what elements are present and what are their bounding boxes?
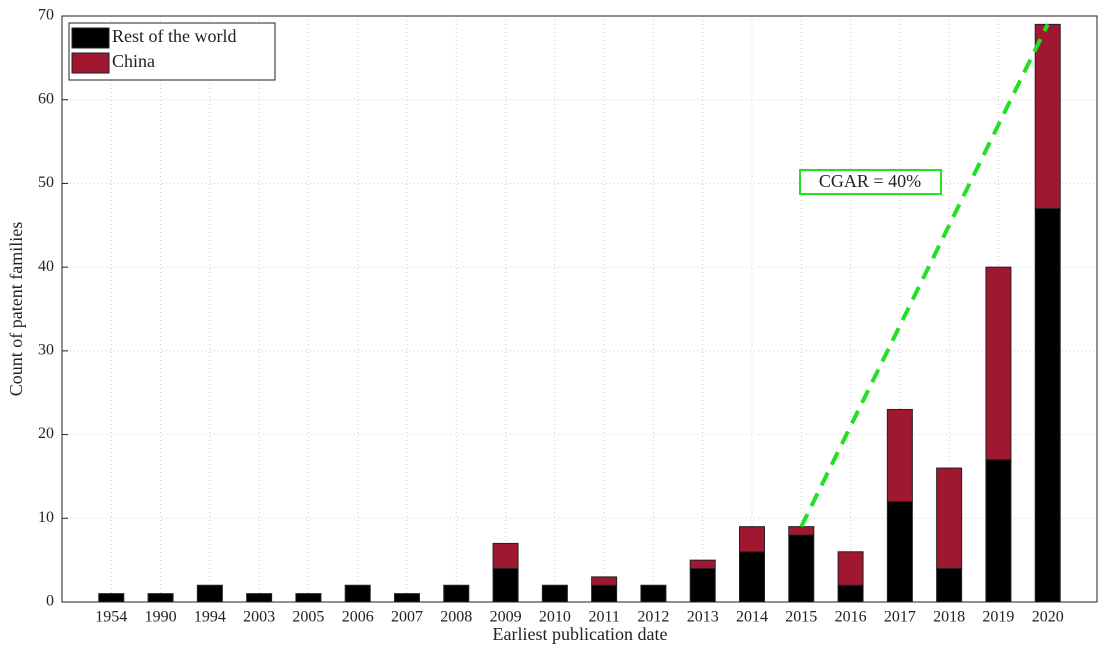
bar — [591, 576, 618, 586]
trend-line — [799, 23, 1050, 528]
x-tick-label: 1954 — [95, 609, 127, 626]
bar — [344, 584, 371, 603]
bar — [936, 467, 963, 570]
bar — [788, 534, 815, 603]
bar — [1034, 23, 1061, 210]
x-tick-label: 2003 — [243, 609, 275, 626]
bar — [985, 266, 1012, 461]
bar — [147, 593, 174, 603]
bar — [837, 584, 864, 603]
legend-label: Rest of the world — [112, 26, 236, 46]
bar — [886, 408, 913, 503]
x-tick-label: 2015 — [785, 609, 817, 626]
x-tick-label: 2020 — [1032, 609, 1064, 626]
x-tick-label: 2011 — [588, 609, 619, 626]
y-tick-label: 70 — [38, 7, 54, 24]
x-tick-label: 2012 — [637, 609, 669, 626]
x-tick-label: 2007 — [391, 609, 423, 626]
x-tick-label: 2009 — [490, 609, 522, 626]
x-tick-label: 1990 — [145, 609, 177, 626]
bar — [541, 584, 568, 603]
bar — [689, 568, 716, 603]
bar — [492, 542, 519, 570]
bar — [591, 584, 618, 603]
y-tick-label: 60 — [38, 90, 54, 107]
x-tick-label: 2016 — [835, 609, 867, 626]
plot-frame — [61, 15, 1098, 603]
x-tick-label: 2019 — [982, 609, 1014, 626]
y-tick-label: 10 — [38, 509, 54, 526]
y-tick-label: 20 — [38, 425, 54, 442]
y-tick-label: 30 — [38, 342, 54, 359]
bar — [739, 526, 765, 553]
y-tick-label: 50 — [38, 174, 54, 191]
annotation: CGAR = 40% — [819, 171, 921, 191]
legend-label: China — [112, 51, 155, 71]
legend-swatch — [71, 27, 110, 49]
x-tick-label: 1994 — [194, 609, 226, 626]
bar — [788, 526, 815, 536]
x-tick-label: 2008 — [440, 609, 472, 626]
bar — [196, 584, 223, 603]
y-tick-label: 0 — [46, 593, 54, 610]
legend-swatch — [71, 52, 110, 74]
x-tick-label: 2013 — [687, 609, 719, 626]
x-tick-label: 2017 — [884, 609, 916, 626]
bar — [886, 501, 913, 603]
y-axis-label: Count of patent families — [6, 222, 26, 396]
bar — [492, 568, 519, 603]
bar — [739, 551, 765, 603]
y-tick-label: 40 — [38, 258, 54, 275]
x-tick-label: 2006 — [342, 609, 374, 626]
bar — [837, 551, 864, 586]
bar — [295, 593, 322, 603]
annotation-box — [799, 169, 942, 195]
bar — [98, 593, 125, 603]
x-tick-label: 2010 — [539, 609, 571, 626]
bar — [640, 584, 667, 603]
x-tick-label: 2014 — [736, 609, 768, 626]
x-tick-label: 2005 — [292, 609, 324, 626]
bar — [689, 559, 716, 570]
bar — [394, 593, 420, 603]
x-tick-label: 2018 — [933, 609, 965, 626]
bar — [985, 459, 1012, 603]
bar — [443, 584, 470, 603]
bar — [1034, 208, 1061, 603]
bar — [246, 593, 273, 603]
bar — [936, 568, 963, 603]
x-axis-label: Earliest publication date — [493, 624, 668, 644]
